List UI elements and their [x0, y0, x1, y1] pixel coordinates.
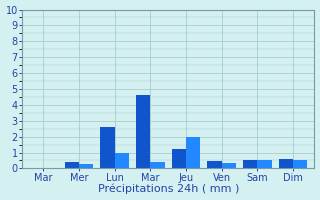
Bar — [207, 161, 222, 168]
Bar — [257, 160, 272, 168]
Bar — [243, 160, 257, 168]
Bar — [65, 162, 79, 168]
Bar — [186, 137, 200, 168]
Bar — [136, 95, 150, 168]
Bar — [222, 163, 236, 168]
Bar — [79, 164, 93, 168]
Bar — [115, 153, 129, 168]
Bar — [100, 127, 115, 168]
Bar — [293, 160, 307, 168]
Bar — [172, 149, 186, 168]
Bar — [150, 162, 165, 168]
X-axis label: Précipitations 24h ( mm ): Précipitations 24h ( mm ) — [98, 184, 239, 194]
Bar — [279, 159, 293, 168]
